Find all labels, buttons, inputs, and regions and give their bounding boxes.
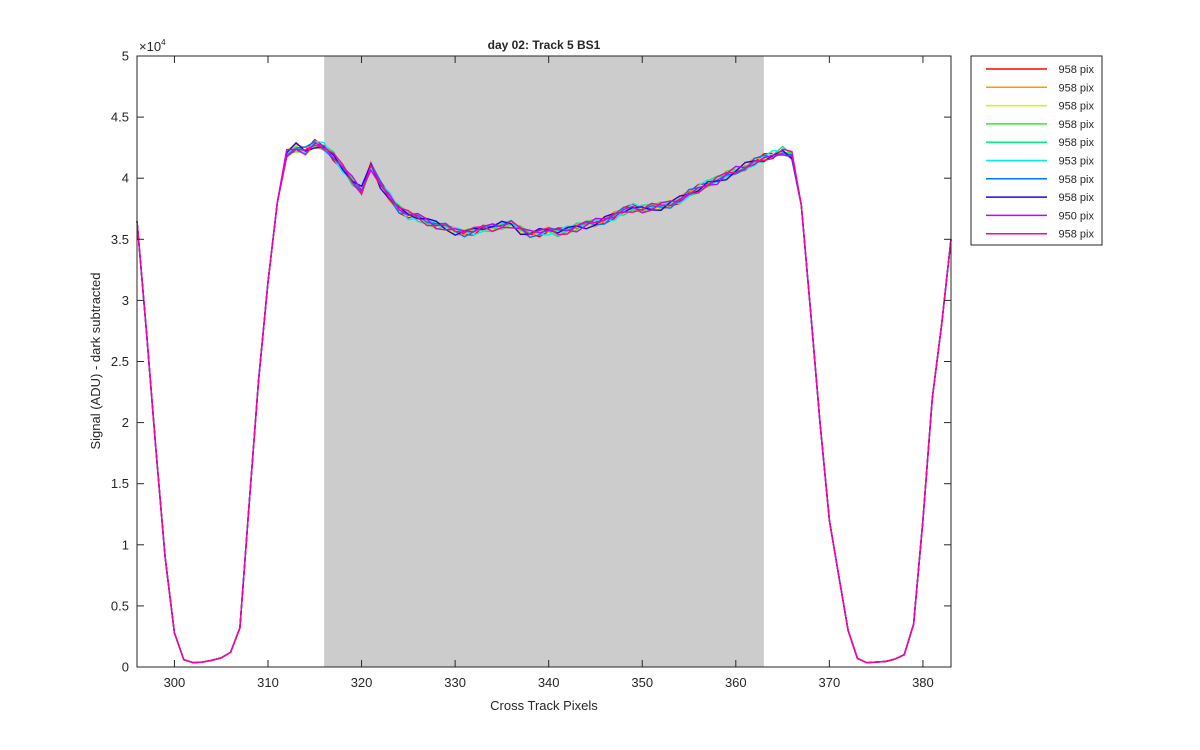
x-tick-label: 350: [631, 675, 653, 690]
y-axis-ticks: 0 0.5 1 1.5 2 2.5 3 3.5 4 4.5 5: [111, 49, 951, 675]
x-tick-label: 340: [538, 675, 560, 690]
series-line: [136, 144, 952, 664]
legend-label: 958 pix: [1059, 229, 1095, 241]
y-tick-label: 4: [122, 171, 129, 186]
legend-label: 958 pix: [1059, 174, 1095, 186]
legend-label: 950 pix: [1059, 210, 1095, 222]
y-tick-label: 5: [122, 49, 129, 64]
y-axis-title: Signal (ADU) - dark subtracted: [88, 272, 103, 449]
legend-label: 958 pix: [1059, 82, 1095, 94]
y-tick-label: 1.5: [111, 476, 129, 491]
legend-label: 958 pix: [1059, 119, 1095, 131]
legend-label: 958 pix: [1059, 192, 1095, 204]
y-tick-label: 0.5: [111, 598, 129, 613]
y-tick-label: 1: [122, 537, 129, 552]
y-tick-label: 4.5: [111, 110, 129, 125]
x-axis-ticks: 300 310 320 330 340 350 360 370 380: [164, 56, 934, 690]
legend: 958 pix 958 pix 958 pix 958 pix 958 pix 953 p…: [970, 55, 1103, 246]
y-exponent-label: ×104: [139, 38, 166, 54]
y-tick-label: 3: [122, 293, 129, 308]
x-tick-label: 300: [164, 675, 186, 690]
y-tick-label: 2.5: [111, 354, 129, 369]
x-tick-label: 330: [444, 675, 466, 690]
x-tick-label: 380: [912, 675, 934, 690]
series-lines: [136, 138, 952, 664]
x-tick-label: 360: [725, 675, 747, 690]
legend-label: 958 pix: [1059, 64, 1095, 76]
legend-label: 958 pix: [1059, 101, 1095, 113]
chart-title: day 02: Track 5 BS1: [488, 38, 601, 52]
x-tick-label: 310: [257, 675, 279, 690]
y-tick-label: 3.5: [111, 232, 129, 247]
x-axis-title: Cross Track Pixels: [490, 698, 598, 713]
x-tick-label: 370: [819, 675, 841, 690]
shaded-region: [324, 56, 764, 667]
y-tick-label: 0: [122, 660, 129, 675]
legend-label: 958 pix: [1059, 137, 1095, 149]
x-tick-label: 320: [351, 675, 373, 690]
y-tick-label: 2: [122, 415, 129, 430]
legend-label: 953 pix: [1059, 156, 1095, 168]
